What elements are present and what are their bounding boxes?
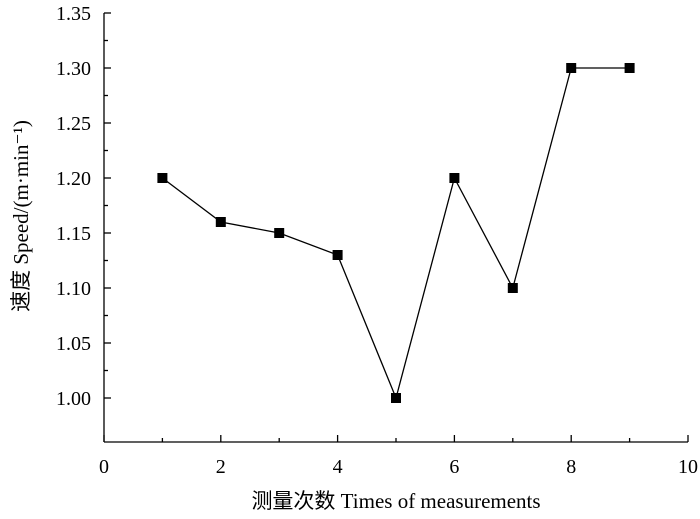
y-tick-label: 1.30 [56, 58, 91, 80]
x-tick-label: 6 [449, 456, 459, 478]
series-line [162, 67, 630, 401]
y-tick-labels: 1.00 1.05 1.10 1.15 1.20 1.25 1.30 1.35 [56, 3, 91, 410]
y-tick-label: 1.10 [56, 278, 91, 300]
data-point [566, 63, 577, 73]
ticks [103, 12, 689, 442]
data-point [391, 393, 401, 403]
y-tick-label: 1.25 [56, 113, 91, 135]
y-axis-label: 速度 Speed/(m·min⁻¹) [9, 120, 33, 312]
y-tick-label: 1.35 [56, 3, 91, 25]
x-axis-label: 测量次数 Times of measurements [251, 489, 540, 513]
data-point [449, 173, 460, 183]
series-1 [157, 63, 635, 403]
data-point [157, 173, 168, 183]
y-tick-label: 1.00 [56, 388, 91, 410]
x-tick-labels: 0 2 4 6 8 10 [99, 456, 698, 478]
y-tick-label: 1.20 [56, 168, 91, 190]
data-point [274, 228, 285, 238]
data-point [215, 217, 226, 227]
axes [103, 13, 688, 443]
x-tick-label: 2 [216, 456, 226, 478]
x-tick-label: 4 [333, 456, 343, 478]
y-tick-label: 1.05 [56, 333, 91, 355]
x-tick-label: 10 [678, 456, 698, 478]
y-tick-label: 1.15 [56, 223, 91, 245]
data-point [332, 250, 343, 260]
data-point [624, 63, 635, 73]
x-tick-label: 0 [99, 456, 109, 478]
x-tick-label: 8 [566, 456, 576, 478]
data-point [507, 283, 518, 293]
